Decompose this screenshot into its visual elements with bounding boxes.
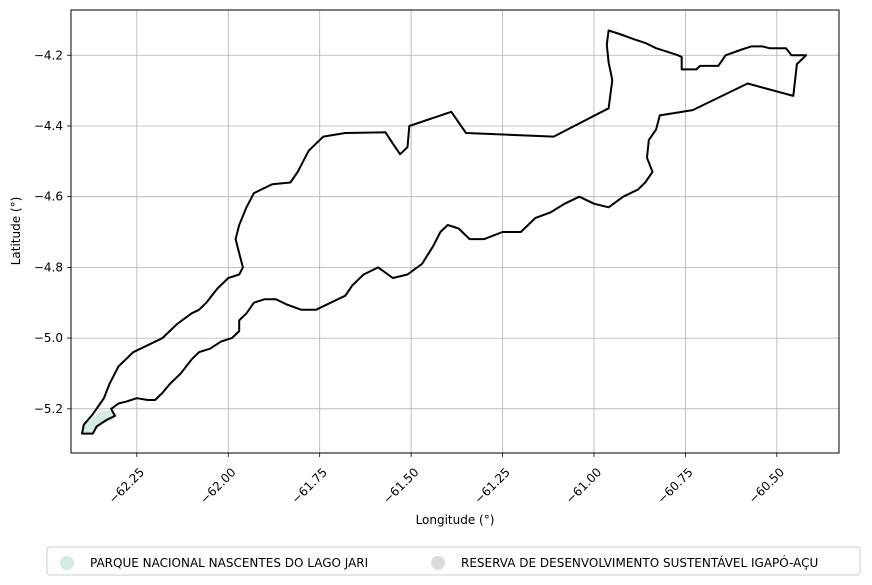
y-tick-label-4: −5.0 <box>34 331 63 345</box>
plot-frame <box>70 9 840 454</box>
y-tick-label-0: −4.2 <box>34 48 63 62</box>
y-tick-label-2: −4.6 <box>34 190 63 204</box>
legend-label-reserva: RESERVA DE DESENVOLVIMENTO SUSTENTÁVEL I… <box>461 555 818 570</box>
legend-marker-parque <box>60 556 74 570</box>
x-axis-label: Longitude (°) <box>416 513 495 527</box>
y-tick-label-5: −5.2 <box>34 402 63 416</box>
y-tick-label-3: −4.8 <box>34 260 63 274</box>
polygon-layer <box>81 29 808 435</box>
polygon-reserva-igapo-acu <box>81 29 808 435</box>
legend-label-parque: PARQUE NACIONAL NASCENTES DO LAGO JARI <box>90 556 368 570</box>
polygon-parque-nacional <box>82 410 119 434</box>
legend-marker-reserva <box>431 556 445 570</box>
y-tick-label-1: −4.4 <box>34 119 63 133</box>
legend-box <box>46 546 861 576</box>
y-axis-label: Latitude (°) <box>9 197 23 266</box>
legend: PARQUE NACIONAL NASCENTES DO LAGO JARI R… <box>46 546 861 576</box>
grid-lines <box>71 10 839 453</box>
y-axis-ticks: −4.2 −4.4 −4.6 −4.8 −5.0 −5.2 <box>34 48 71 416</box>
